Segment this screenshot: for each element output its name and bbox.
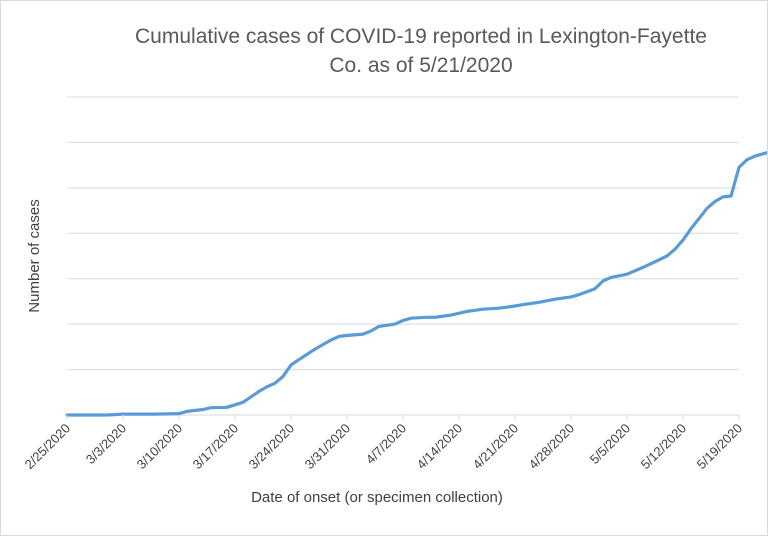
x-tick-label: 3/17/2020 (190, 421, 242, 473)
x-tick-label: 3/24/2020 (246, 421, 298, 473)
x-tick-label: 3/31/2020 (302, 421, 354, 473)
x-tick-label: 5/5/2020 (587, 421, 633, 467)
series-line-1 (65, 150, 767, 417)
x-tick-label: 4/28/2020 (526, 421, 578, 473)
x-tick-labels: 2/25/2020 3/3/2020 3/10/2020 3/17/2020 3/24/… (22, 415, 746, 473)
x-tick-label: 5/12/2020 (638, 421, 690, 473)
x-tick-label: 4/14/2020 (414, 421, 466, 473)
chart-title-line-2: Co. as of 5/21/2020 (329, 54, 512, 77)
x-tick-label: 3/3/2020 (83, 421, 129, 467)
x-tick-label: 4/21/2020 (470, 421, 522, 473)
y-axis-title: Number of cases (26, 199, 43, 312)
x-axis-title: Date of onset (or specimen collection) (251, 489, 503, 506)
x-tick-label: 3/10/2020 (134, 421, 186, 473)
x-tick-label: 4/7/2020 (363, 421, 409, 467)
chart-title-line-1: Cumulative cases of COVID-19 reported in… (135, 25, 707, 48)
gridlines (67, 96, 739, 416)
x-tick-label: 2/25/2020 (22, 421, 74, 473)
series-layer (65, 150, 767, 417)
x-tick-label: 5/19/2020 (694, 421, 746, 473)
